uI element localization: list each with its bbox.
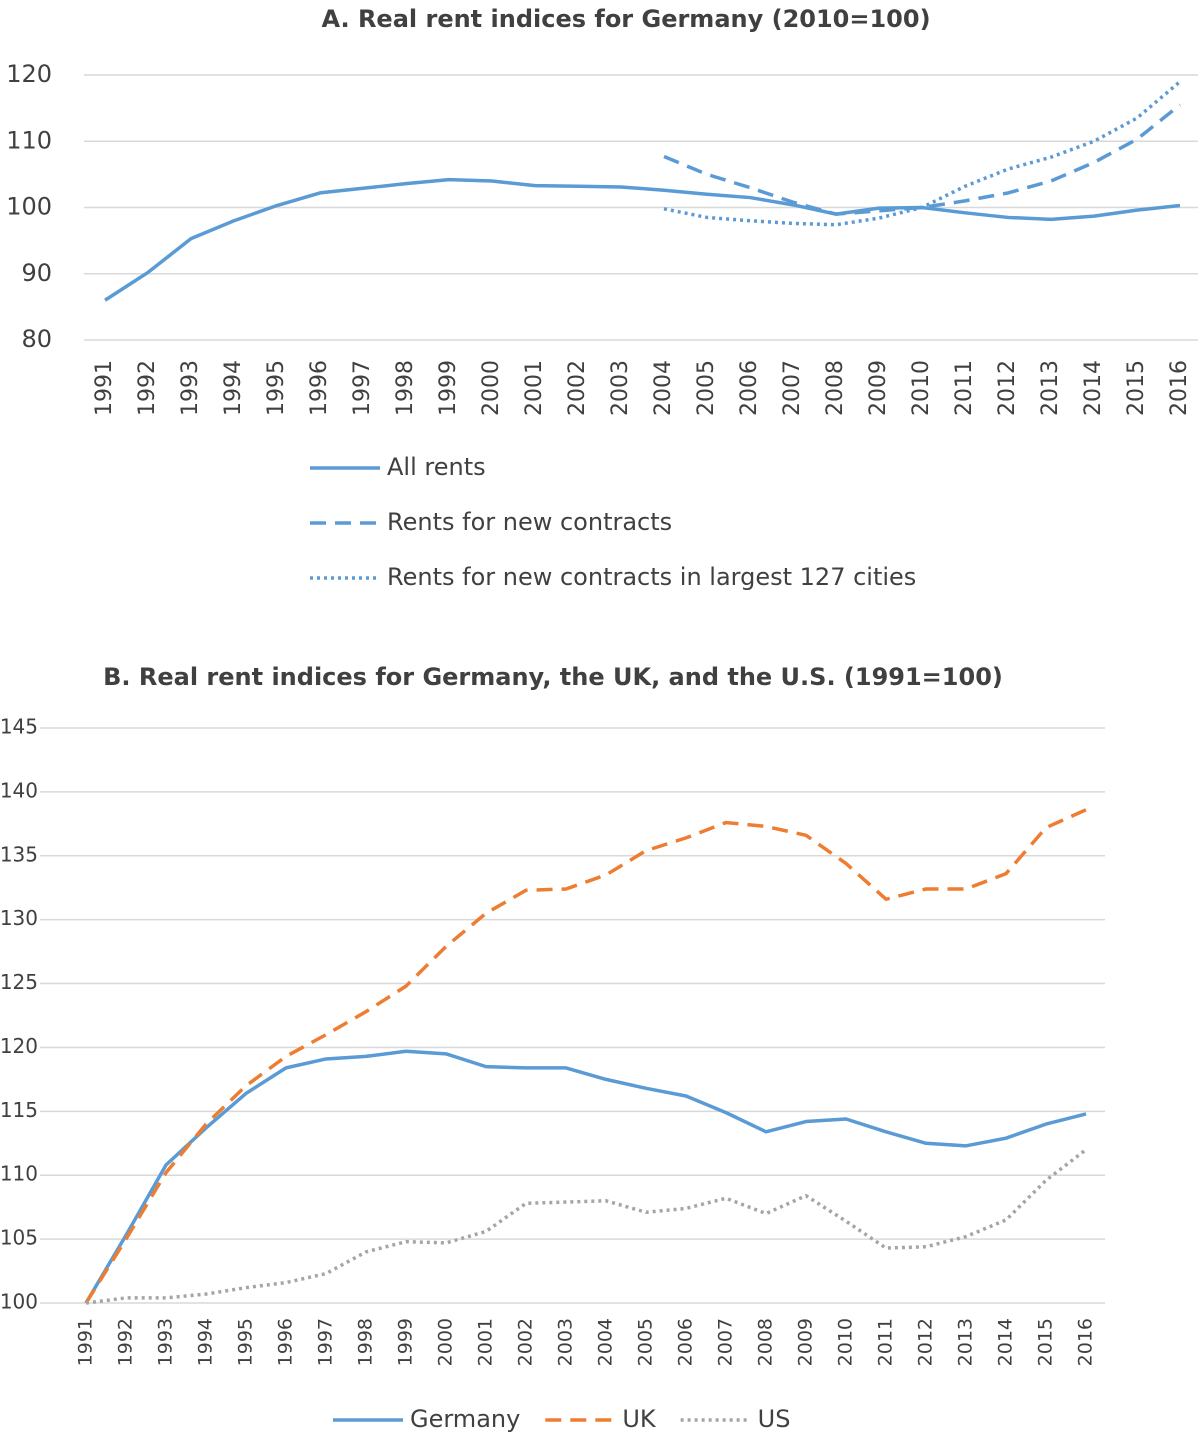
y-tick-label: 100 (0, 1290, 38, 1314)
x-tick-label: 1998 (355, 1318, 377, 1366)
x-tick-label: 2010 (909, 360, 934, 416)
chart-title: B. Real rent indices for Germany, the UK… (103, 663, 1003, 691)
x-tick-label: 2000 (479, 360, 504, 416)
x-tick-label: 2015 (1035, 1318, 1057, 1366)
legend-label: US (758, 1405, 791, 1433)
x-tick-label: 2013 (1038, 360, 1063, 416)
x-tick-label: 1995 (264, 360, 289, 416)
series-line (84, 1049, 1087, 1304)
x-tick-label: 2014 (1081, 360, 1106, 416)
legend-label: Rents for new contracts in largest 127 c… (387, 563, 916, 591)
x-tick-label: 1992 (135, 360, 160, 416)
x-tick-label: 2015 (1124, 360, 1149, 416)
x-tick-label: 2003 (608, 360, 633, 416)
x-tick-label: 2004 (651, 360, 676, 416)
x-tick-label: 1991 (92, 360, 117, 416)
x-tick-label: 2010 (835, 1318, 857, 1366)
x-tick-label: 2002 (565, 360, 590, 416)
x-tick-label: 2001 (475, 1318, 497, 1366)
x-tick-label: 2000 (435, 1318, 457, 1366)
y-tick-label: 110 (0, 1162, 38, 1186)
legend-label: Germany (410, 1405, 520, 1433)
x-tick-label: 1996 (275, 1318, 297, 1366)
x-tick-label: 2008 (755, 1318, 777, 1366)
x-tick-label: 2016 (1075, 1318, 1097, 1366)
x-tick-label: 1993 (155, 1318, 177, 1366)
x-tick-label: 2008 (823, 360, 848, 416)
x-tick-label: 2003 (555, 1318, 577, 1366)
x-tick-label: 2004 (595, 1318, 617, 1366)
series-line (84, 808, 1087, 1304)
x-tick-label: 2005 (694, 360, 719, 416)
legend-label: Rents for new contracts (387, 508, 672, 536)
x-tick-label: 2009 (795, 1318, 817, 1366)
y-tick-label: 145 (0, 715, 38, 739)
x-tick-label: 2013 (955, 1318, 977, 1366)
x-tick-label: 1997 (315, 1318, 337, 1366)
x-tick-label: 1995 (235, 1318, 257, 1366)
x-tick-label: 2011 (952, 360, 977, 416)
x-tick-label: 1996 (307, 360, 332, 416)
chart-title: A. Real rent indices for Germany (2010=1… (321, 5, 930, 33)
x-tick-label: 1999 (395, 1318, 417, 1366)
y-tick-label: 105 (0, 1226, 38, 1250)
legend-label: UK (622, 1405, 657, 1433)
x-tick-label: 2006 (737, 360, 762, 416)
y-tick-label: 100 (6, 193, 52, 221)
x-tick-label: 1998 (393, 360, 418, 416)
x-tick-label: 2009 (866, 360, 891, 416)
y-tick-label: 80 (21, 325, 52, 353)
x-tick-label: 1993 (178, 360, 203, 416)
y-tick-label: 135 (0, 842, 38, 866)
legend-label: All rents (387, 453, 486, 481)
x-tick-label: 1994 (195, 1318, 217, 1366)
x-tick-label: 2002 (515, 1318, 537, 1366)
x-tick-label: 2007 (715, 1318, 737, 1366)
x-tick-label: 1999 (436, 360, 461, 416)
y-tick-label: 120 (0, 1034, 38, 1058)
y-tick-label: 110 (6, 126, 52, 154)
y-tick-label: 130 (0, 906, 38, 930)
y-tick-label: 115 (0, 1098, 38, 1122)
x-tick-label: 2007 (780, 360, 805, 416)
x-tick-label: 2016 (1167, 360, 1192, 416)
y-tick-label: 120 (6, 60, 52, 88)
x-tick-label: 1994 (221, 360, 246, 416)
x-tick-label: 2006 (675, 1318, 697, 1366)
x-tick-label: 1997 (350, 360, 375, 416)
x-tick-label: 2012 (995, 360, 1020, 416)
x-tick-label: 1991 (75, 1318, 97, 1366)
x-tick-label: 2001 (522, 360, 547, 416)
x-tick-label: 1992 (115, 1318, 137, 1366)
x-tick-label: 2005 (635, 1318, 657, 1366)
y-tick-label: 90 (21, 259, 52, 287)
y-tick-label: 125 (0, 970, 38, 994)
x-tick-label: 2014 (995, 1318, 1017, 1366)
series-line (85, 1148, 1088, 1305)
series-line (663, 80, 1182, 227)
x-tick-label: 2012 (915, 1318, 937, 1366)
series-line (104, 177, 1181, 302)
x-tick-label: 2011 (875, 1318, 897, 1366)
y-tick-label: 140 (0, 778, 38, 802)
